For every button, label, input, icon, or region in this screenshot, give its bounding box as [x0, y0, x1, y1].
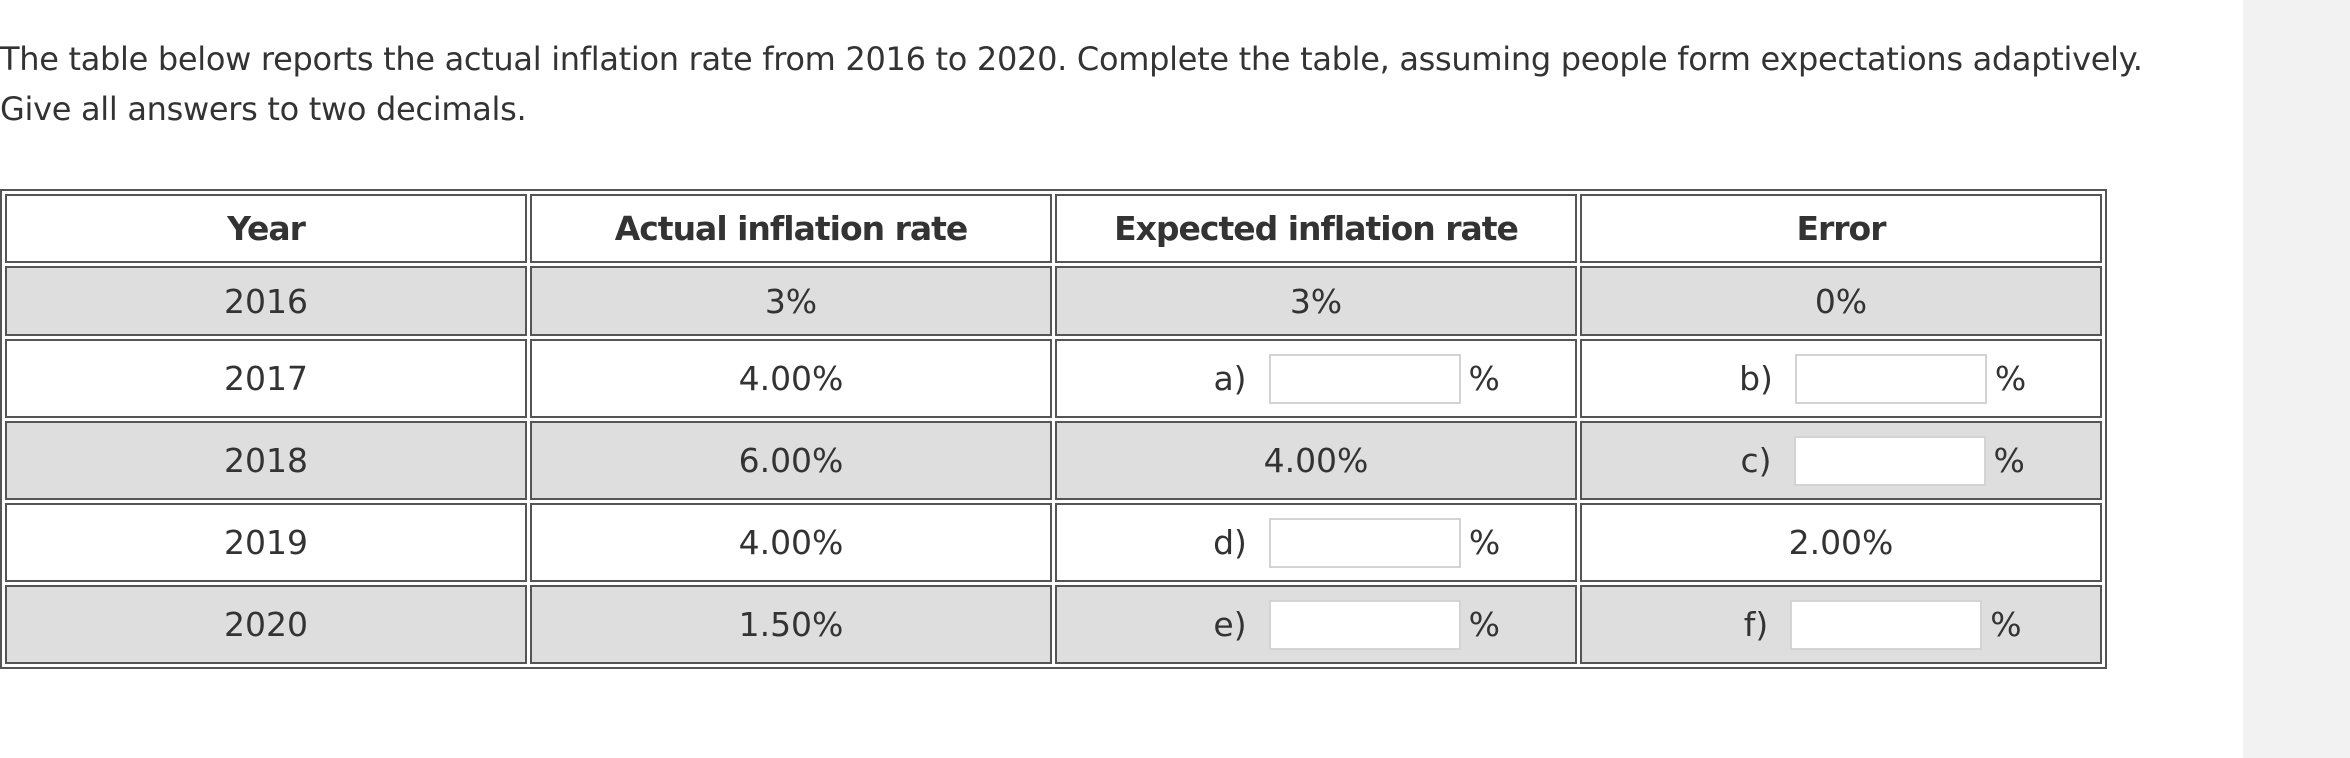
answer-input-e[interactable] — [1268, 599, 1461, 650]
year-cell: 2017 — [5, 339, 527, 418]
answer-group-e: e) % — [1213, 599, 1500, 650]
actual-cell: 4.00% — [530, 339, 1052, 418]
expected-cell: e) % — [1055, 585, 1577, 664]
error-cell: c) % — [1580, 421, 2102, 500]
percent-unit: % — [1468, 605, 1500, 644]
year-cell: 2018 — [5, 421, 527, 500]
question-text: The table below reports the actual infla… — [0, 34, 2200, 134]
table-row-2020: 2020 1.50% e) % f) % — [5, 585, 2102, 664]
percent-unit: % — [1468, 523, 1501, 562]
part-label-a: a) — [1213, 359, 1247, 398]
part-label-e: e) — [1213, 605, 1247, 644]
table-row-2017: 2017 4.00% a) % b) % — [5, 339, 2102, 418]
error-cell: b) % — [1580, 339, 2102, 418]
answer-group-c: c) % — [1740, 435, 2025, 486]
table-header-row: Year Actual inflation rate Expected infl… — [5, 194, 2102, 263]
expected-cell: 4.00% — [1055, 421, 1577, 500]
actual-cell: 3% — [530, 266, 1052, 336]
year-cell: 2020 — [5, 585, 527, 664]
expected-cell: d) % — [1055, 503, 1577, 582]
part-label-c: c) — [1740, 441, 1772, 480]
answer-group-f: f) % — [1743, 599, 2022, 650]
answer-input-a[interactable] — [1268, 353, 1461, 404]
header-year: Year — [5, 194, 527, 263]
error-cell: f) % — [1580, 585, 2102, 664]
question-line-1: The table below reports the actual infla… — [0, 40, 2143, 78]
answer-input-d[interactable] — [1268, 517, 1461, 568]
question-line-2: Give all answers to two decimals. — [0, 90, 527, 128]
part-label-b: b) — [1739, 359, 1773, 398]
answer-input-f[interactable] — [1790, 599, 1983, 650]
right-side-panel — [2243, 0, 2350, 758]
answer-group-b: b) % — [1739, 353, 2027, 404]
answer-group-a: a) % — [1213, 353, 1500, 404]
part-label-d: d) — [1213, 523, 1247, 562]
percent-unit: % — [1468, 359, 1500, 398]
error-cell: 0% — [1580, 266, 2102, 336]
year-cell: 2019 — [5, 503, 527, 582]
actual-cell: 1.50% — [530, 585, 1052, 664]
expected-cell: a) % — [1055, 339, 1577, 418]
percent-unit: % — [1990, 605, 2022, 644]
year-cell: 2016 — [5, 266, 527, 336]
percent-unit: % — [1994, 359, 2027, 398]
error-cell: 2.00% — [1580, 503, 2102, 582]
actual-cell: 4.00% — [530, 503, 1052, 582]
inflation-table: Year Actual inflation rate Expected infl… — [0, 189, 2107, 669]
part-label-f: f) — [1743, 605, 1769, 644]
answer-input-b[interactable] — [1794, 353, 1987, 404]
actual-cell: 6.00% — [530, 421, 1052, 500]
header-expected-inflation: Expected inflation rate — [1055, 194, 1577, 263]
header-error: Error — [1580, 194, 2102, 263]
expected-cell: 3% — [1055, 266, 1577, 336]
answer-input-c[interactable] — [1793, 435, 1986, 486]
answer-group-d: d) % — [1213, 517, 1501, 568]
percent-unit: % — [1993, 441, 2025, 480]
header-actual-inflation: Actual inflation rate — [530, 194, 1052, 263]
table-row-2019: 2019 4.00% d) % 2.00% — [5, 503, 2102, 582]
table-row-2016: 2016 3% 3% 0% — [5, 266, 2102, 336]
table-row-2018: 2018 6.00% 4.00% c) % — [5, 421, 2102, 500]
